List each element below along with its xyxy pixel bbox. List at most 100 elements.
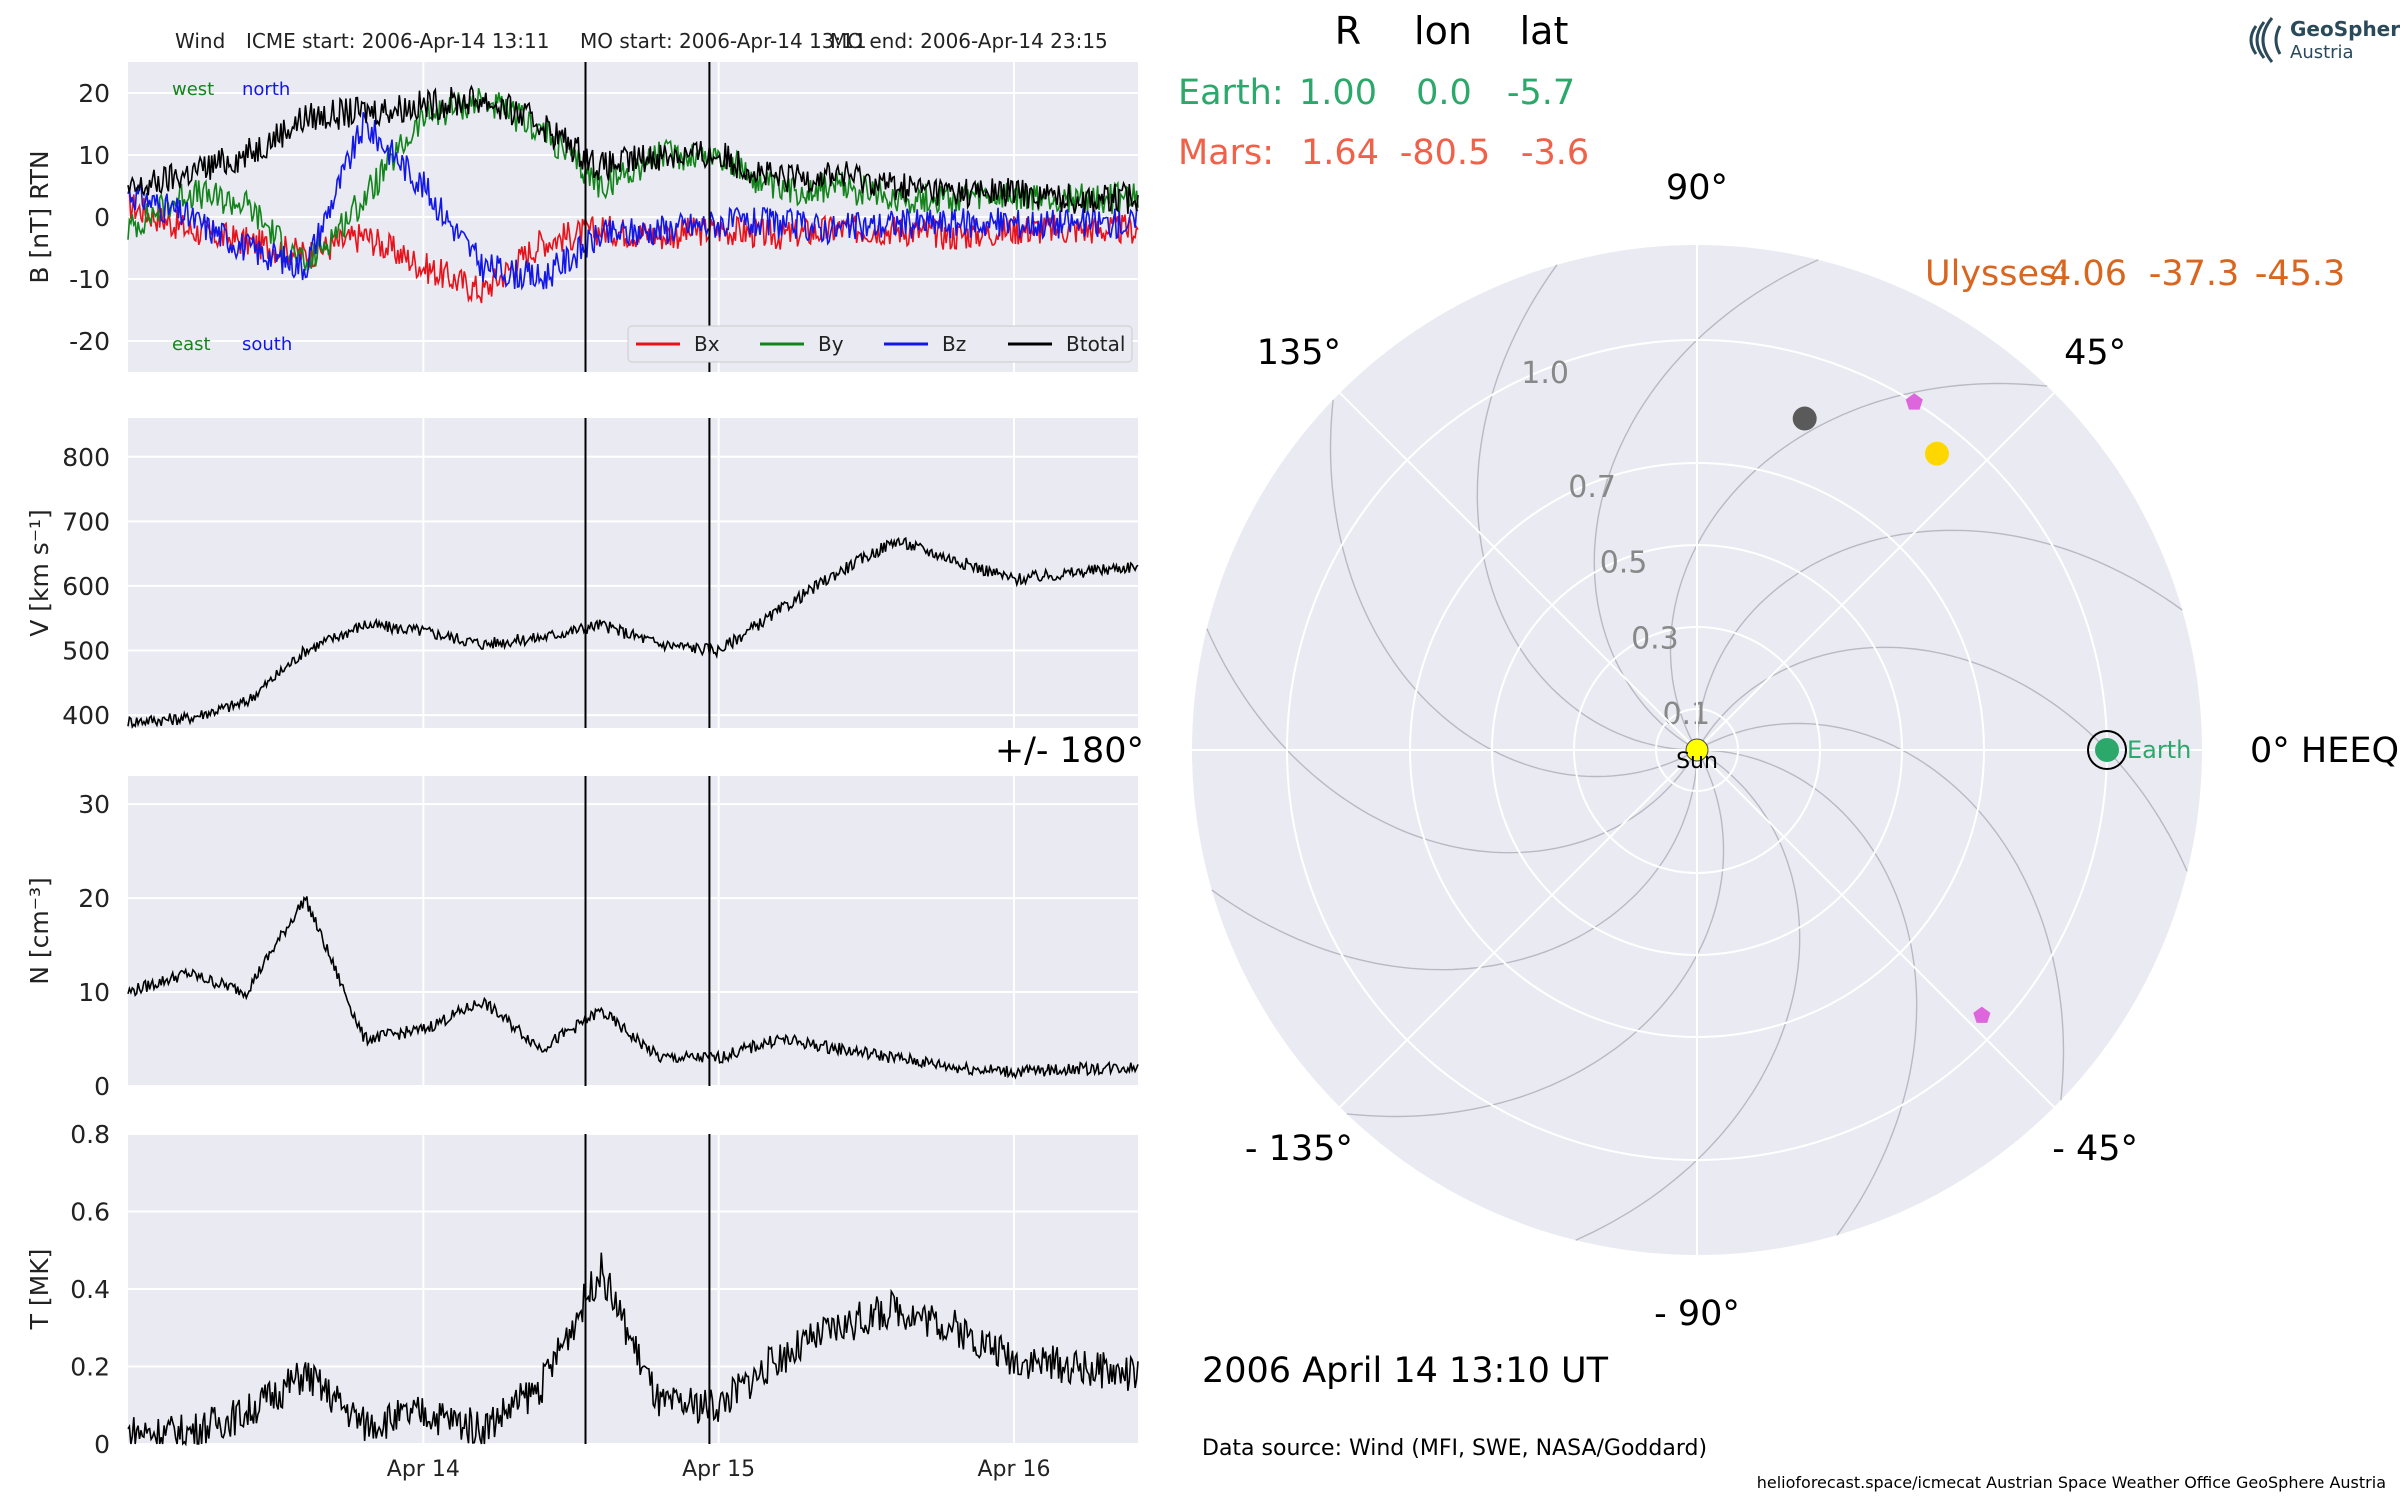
earth-ring	[2087, 730, 2127, 770]
y-tick-label: 0.6	[70, 1198, 110, 1227]
earth-label: Earth	[2127, 736, 2191, 764]
x-tick-label: Apr 14	[387, 1457, 460, 1482]
y-tick-label: 20	[78, 79, 110, 108]
logo-line2: Austria	[2290, 42, 2354, 63]
annotation-east: east	[172, 334, 211, 355]
mo-end-label: MO end: 2006-Apr-14 23:15	[830, 29, 1108, 53]
angle-spoke	[1696, 749, 2055, 1108]
series-line-btotal	[127, 84, 1139, 214]
geosphere-logo-icon	[2249, 17, 2282, 63]
x-tick-label: Apr 16	[977, 1457, 1050, 1482]
ulysses-r: 4.06	[2049, 254, 2127, 294]
series-line-t	[127, 1252, 1139, 1447]
mars-marker	[1792, 406, 1817, 431]
earth-lon: 0.0	[1416, 73, 1472, 113]
earth-r: 1.00	[1299, 73, 1377, 113]
y-tick-label: 0.8	[70, 1120, 110, 1149]
y-tick-label: 10	[78, 978, 110, 1007]
ulysses-marker	[1905, 393, 1923, 410]
y-tick-label: 20	[78, 884, 110, 913]
angle-label: 135°	[1257, 333, 1341, 373]
data-source: Data source: Wind (MFI, SWE, NASA/Goddar…	[1202, 1436, 1707, 1461]
radial-tick-label: 0.5	[1600, 546, 1648, 581]
annotation-south: south	[242, 334, 292, 355]
parker-spiral	[1329, 399, 1698, 778]
angle-label: - 45°	[2052, 1129, 2138, 1169]
y-tick-label: -10	[69, 265, 110, 294]
angle-label: 45°	[2064, 333, 2126, 373]
mars-name: Mars:	[1178, 133, 1274, 173]
body-ulysses-2	[1973, 1006, 1991, 1023]
x-tick-label: Apr 15	[682, 1457, 755, 1482]
col-header-lat: lat	[1520, 9, 1569, 53]
angle-label: - 90°	[1654, 1294, 1740, 1334]
y-axis-label: B [nT] RTN	[25, 150, 54, 283]
jupiter-marker	[1924, 441, 1949, 466]
y-tick-label: 0.4	[70, 1275, 110, 1304]
y-tick-label: 500	[62, 637, 110, 666]
y-tick-label: 0	[94, 1430, 110, 1459]
radial-tick-label: 0.3	[1631, 621, 1679, 656]
parker-spiral	[1211, 749, 1698, 971]
event-datetime: 2006 April 14 13:10 UT	[1202, 1351, 1609, 1391]
panel-3: 0 0.2 0.4 0.6 0.8 T [MK] Apr 14 Apr 15 Apr 16	[25, 1120, 1139, 1482]
ulysses-marker	[1973, 1006, 1991, 1023]
radial-tick-label: 0.1	[1662, 697, 1710, 732]
angle-spoke	[1339, 392, 1698, 751]
body-ulysses	[1905, 393, 1923, 410]
panel-0: -20 -10 0 10 20 B [nT] RTN west north east south B…	[25, 62, 1139, 372]
mars-lon: -80.5	[1400, 133, 1491, 173]
footer-credits: helioforecast.space/icmecat Austrian Spa…	[1757, 1473, 2386, 1492]
angle-label: +/- 180°	[995, 731, 1144, 771]
parker-spiral	[1696, 646, 2188, 872]
col-header-lon: lon	[1414, 9, 1472, 53]
panel-bg	[128, 776, 1138, 1086]
series-line-bz	[127, 112, 1139, 291]
y-tick-label: 30	[78, 790, 110, 819]
position-table: R lon lat Earth: 1.00 0.0 -5.7 Mars: 1.6…	[1178, 9, 2345, 294]
parker-spiral	[1476, 264, 1698, 751]
angle-label: 90°	[1666, 168, 1728, 208]
earth-name: Earth:	[1178, 73, 1284, 113]
spacecraft-title: Wind	[175, 29, 225, 53]
sun-marker	[1685, 738, 1709, 762]
body-sun: Sun	[1676, 738, 1718, 774]
panel-2: 0 10 20 30 N [cm⁻³]	[25, 776, 1139, 1101]
panel-bg	[128, 418, 1138, 728]
legend-label-bz: Bz	[942, 332, 966, 356]
parker-spiral	[1346, 749, 1725, 1118]
y-tick-label: -20	[69, 327, 110, 356]
mars-r: 1.64	[1301, 133, 1379, 173]
polar-plot: 0.1 0.3 0.5 0.7 1.0 0° HEEQ 45° 90° 135° +/- 180°…	[995, 168, 2399, 1334]
legend-box	[627, 325, 1133, 363]
radial-tick-label: 0.7	[1568, 470, 1616, 505]
parker-spiral	[1575, 749, 1801, 1241]
icme-start-label: ICME start: 2006-Apr-14 13:11	[246, 29, 549, 53]
y-axis-label: N [cm⁻³]	[25, 877, 54, 984]
annotation-north: north	[242, 79, 290, 100]
parker-spirals	[1206, 259, 2188, 1241]
panel-1: 400 500 600 700 800 V [km s⁻¹]	[25, 418, 1139, 730]
y-tick-label: 600	[62, 572, 110, 601]
legend-label-bx: Bx	[694, 332, 720, 356]
body-mars	[1792, 406, 1817, 431]
geosphere-logo: GeoSphere Austria	[2249, 17, 2400, 63]
ulysses-name: Ulysses:	[1925, 254, 2069, 294]
parker-spiral	[1593, 259, 1819, 751]
y-axis-label: T [MK]	[25, 1249, 54, 1331]
parker-spiral	[1696, 722, 2065, 1101]
legend: Bx By Bz Btotal	[627, 325, 1133, 363]
mo-start-label: MO start: 2006-Apr-14 13:11	[580, 29, 867, 53]
angle-spoke	[1696, 392, 2055, 751]
y-tick-label: 0	[94, 203, 110, 232]
legend-label-by: By	[818, 332, 844, 356]
body-earth: Earth	[2087, 730, 2191, 770]
body-jupiter	[1924, 441, 1949, 466]
y-axis-label: V [km s⁻¹]	[25, 509, 54, 637]
ulysses-lat: -45.3	[2255, 254, 2346, 294]
mars-lat: -3.6	[1521, 133, 1589, 173]
parker-spiral	[1696, 529, 2183, 751]
radial-tick-label: 1.0	[1521, 356, 1569, 391]
sun-label: Sun	[1676, 749, 1718, 774]
y-tick-label: 800	[62, 443, 110, 472]
